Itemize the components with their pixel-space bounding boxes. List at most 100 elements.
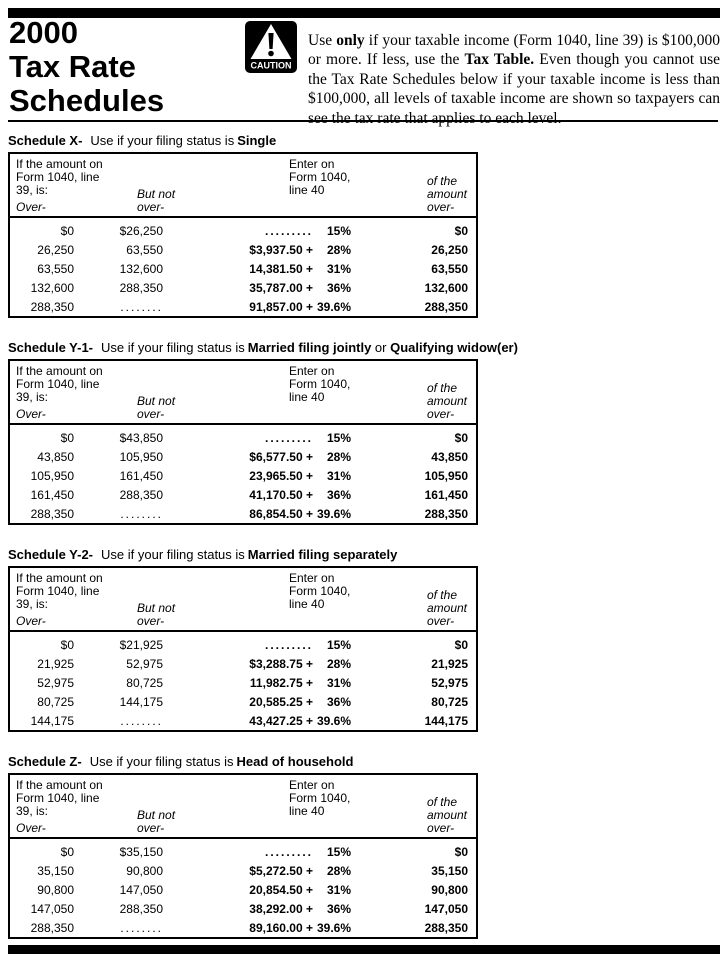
cell-but-not-over: 161,450 xyxy=(119,468,163,483)
table-row: 80,725 144,175 20,585.25 + 36% 80,725 xyxy=(10,692,476,711)
cell-tax: ......... xyxy=(264,844,313,859)
table-rows: $0 $26,250......... 15% $0 26,250 63,550 $3,93… xyxy=(10,218,476,316)
cell-over: $0 xyxy=(60,844,74,859)
cell-of-amount: $0 xyxy=(454,844,468,859)
cell-over: 52,975 xyxy=(37,675,74,690)
cell-but-not-over: $21,925 xyxy=(119,637,163,652)
header-line: amount xyxy=(426,601,467,615)
cell-tax: 20,854.50 + xyxy=(249,882,313,897)
cell-rate: 36% xyxy=(326,280,351,295)
cell-rate: 31% xyxy=(326,468,351,483)
top-rule xyxy=(8,8,720,18)
table-row: 132,600 288,350 35,787.00 + 36% 132,600 xyxy=(10,278,476,297)
header-line: But not xyxy=(137,601,176,615)
cell-but-not-over: 288,350 xyxy=(119,901,163,916)
header-if-amount: If the amount on Form 1040, line 39, is: xyxy=(16,365,103,404)
header-line: Enter on xyxy=(289,778,335,792)
cell-tax: 14,381.50 + xyxy=(249,261,313,276)
header-line: Form 1040, line xyxy=(16,170,100,184)
cell-of-amount: 52,975 xyxy=(431,675,468,690)
header-line: But not xyxy=(137,394,176,408)
cell-over: 105,950 xyxy=(30,468,74,483)
header-over: Over- xyxy=(16,614,46,628)
table-row: 63,550 132,600 14,381.50 + 31% 63,550 xyxy=(10,259,476,278)
header-enter-on: Enter on Form 1040, line 40 xyxy=(289,779,350,818)
schedule-status: Married filing jointly or Qualifying wid… xyxy=(248,340,518,355)
cell-over: 147,050 xyxy=(30,901,74,916)
cell-of-amount: $0 xyxy=(454,223,468,238)
header-but-not-over: But not over- xyxy=(137,809,175,835)
status-segment: Married filing jointly xyxy=(247,340,372,355)
cell-of-amount: 161,450 xyxy=(424,487,468,502)
header-line: But not xyxy=(137,187,176,201)
cell-rate: 15% xyxy=(326,637,351,652)
schedule-title: Schedule X- Use if your filing status is S… xyxy=(8,129,478,148)
cell-but-not-over: 52,975 xyxy=(126,656,163,671)
header-line: Enter on xyxy=(289,364,335,378)
cell-tax: ......... xyxy=(264,223,313,238)
cell-but-not-over: $43,850 xyxy=(119,430,163,445)
schedule-name: Schedule X- xyxy=(8,133,83,148)
cell-but-not-over: ........ xyxy=(120,713,163,728)
table-row: 35,150 90,800 $5,272.50 + 28% 35,150 xyxy=(10,861,476,880)
header-line: of the xyxy=(426,795,457,809)
cell-rate: 31% xyxy=(326,261,351,276)
cell-rate: 36% xyxy=(326,901,351,916)
cell-rate: 15% xyxy=(326,223,351,238)
schedule-use-text: Use if your filing status is xyxy=(101,547,245,562)
header-divider xyxy=(8,120,718,122)
header-line: 39, is: xyxy=(16,390,49,404)
header-enter-on: Enter on Form 1040, line 40 xyxy=(289,365,350,404)
cell-over: 21,925 xyxy=(37,656,74,671)
table-row: 288,350........ 89,160.00 +39.6% 288,350 xyxy=(10,918,476,937)
cell-over: 132,600 xyxy=(30,280,74,295)
schedule-section: Schedule X- Use if your filing status is S… xyxy=(8,129,478,318)
cell-rate: 28% xyxy=(326,863,351,878)
header-line: Form 1040, xyxy=(289,377,351,391)
rate-table: If the amount on Form 1040, line 39, is:… xyxy=(8,566,478,732)
intro-segment: Even though you cannot use the Tax Rate … xyxy=(308,51,720,127)
cell-tax: $5,272.50 + xyxy=(249,863,313,878)
schedule-status: Head of household xyxy=(236,754,353,769)
cell-of-amount: 35,150 xyxy=(431,863,468,878)
table-rows: $0 $21,925......... 15% $0 21,925 52,975 $3,28… xyxy=(10,632,476,730)
schedule-name: Schedule Y-2- xyxy=(8,547,94,562)
caution-icon: CAUTION xyxy=(245,21,297,73)
cell-over: 144,175 xyxy=(30,713,74,728)
status-segment: Married filing separately xyxy=(247,547,398,562)
header-if-amount: If the amount on Form 1040, line 39, is: xyxy=(16,779,103,818)
schedule-use-text: Use if your filing status is xyxy=(90,133,235,148)
cell-over: 288,350 xyxy=(30,299,74,314)
cell-of-amount: 288,350 xyxy=(424,299,468,314)
header-line: Enter on xyxy=(289,571,335,585)
cell-over: 161,450 xyxy=(30,487,74,502)
cell-rate: 39.6% xyxy=(316,299,351,314)
header-line: If the amount on xyxy=(16,571,103,585)
table-header: If the amount on Form 1040, line 39, is:… xyxy=(10,154,476,218)
table-row: 161,450 288,350 41,170.50 + 36% 161,450 xyxy=(10,485,476,504)
cell-rate: 28% xyxy=(326,449,351,464)
cell-over: 288,350 xyxy=(30,920,74,935)
header-line: over- xyxy=(426,200,455,214)
table-row: 90,800 147,050 20,854.50 + 31% 90,800 xyxy=(10,880,476,899)
intro-segment: only xyxy=(336,31,365,49)
rate-table: If the amount on Form 1040, line 39, is:… xyxy=(8,359,478,525)
header-line: Form 1040, xyxy=(289,584,351,598)
cell-but-not-over: 63,550 xyxy=(126,242,163,257)
header-line: over- xyxy=(137,614,165,628)
title-line: Schedules xyxy=(9,83,165,118)
table-row: $0 $35,150......... 15% $0 xyxy=(10,842,476,861)
header-line: Form 1040, xyxy=(289,791,351,805)
cell-of-amount: 80,725 xyxy=(431,694,468,709)
cell-rate: 31% xyxy=(326,882,351,897)
header-line: Form 1040, line xyxy=(16,791,100,805)
table-row: 147,050 288,350 38,292.00 + 36% 147,050 xyxy=(10,899,476,918)
header-over: Over- xyxy=(16,407,46,421)
cell-but-not-over: 80,725 xyxy=(126,675,163,690)
table-row: $0 $26,250......... 15% $0 xyxy=(10,221,476,240)
header-line: of the xyxy=(426,588,457,602)
intro-segment: Tax Table. xyxy=(464,51,535,68)
cell-but-not-over: $26,250 xyxy=(119,223,163,238)
header-line: 39, is: xyxy=(16,804,49,818)
cell-over: 35,150 xyxy=(37,863,74,878)
